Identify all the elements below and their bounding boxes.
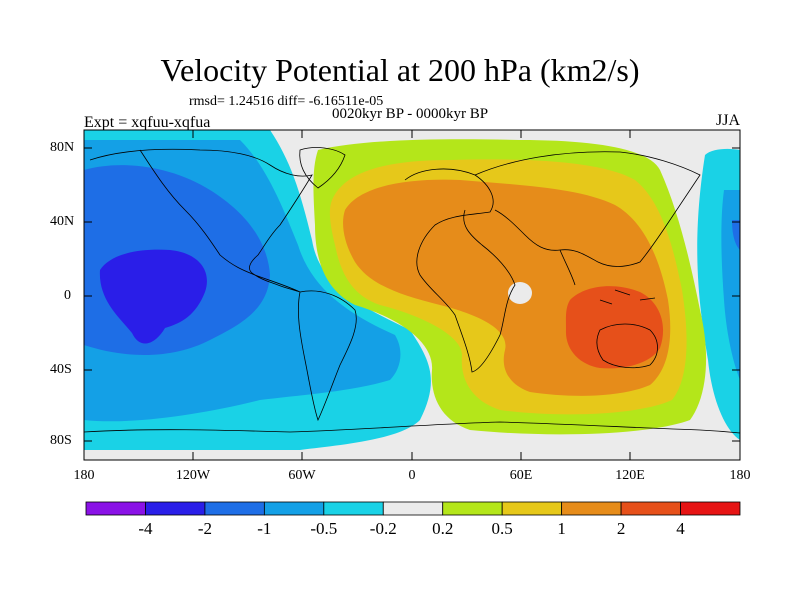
period-label: 0020kyr BP - 0000kyr BP — [331, 106, 489, 122]
colorbar-swatch-9 — [620, 501, 681, 516]
season-label: JJA — [716, 112, 741, 129]
colorbar-swatch-10 — [680, 501, 741, 516]
contour-hole — [508, 282, 532, 304]
contour-pos-2 — [565, 286, 664, 369]
colorbar-label: 2 — [616, 519, 626, 538]
colorbar-swatch-0 — [85, 501, 146, 516]
lat-label-0: 0 — [64, 288, 71, 303]
colorbar-swatch-7 — [501, 501, 563, 516]
colorbar-swatch-1 — [145, 501, 206, 516]
lat-label-40S: 40S — [50, 362, 72, 377]
colorbar-label: 4 — [676, 519, 685, 538]
map-title: Velocity Potential at 200 hPa (km2/s) — [160, 52, 640, 88]
colorbar-swatch-8 — [561, 501, 622, 516]
lon-label-60E: 60E — [509, 468, 533, 483]
lon-label-120W: 120W — [175, 468, 211, 483]
contour-east-neg-1 — [732, 220, 740, 250]
lon-label-120E: 120E — [615, 468, 645, 483]
colorbar-label: 0.5 — [491, 519, 513, 538]
lon-label-60W: 60W — [288, 468, 316, 483]
lat-label-80N: 80N — [50, 140, 75, 155]
colorbar-label: 1 — [557, 519, 566, 538]
colorbar-label: -2 — [197, 519, 212, 538]
lat-label-80S: 80S — [50, 433, 72, 448]
lon-label-180w: 180 — [73, 468, 95, 483]
colorbar-swatch-3 — [263, 501, 325, 516]
colorbar-label: -4 — [138, 519, 153, 538]
colorbar-label: -1 — [257, 519, 272, 538]
contour-neg-2 — [99, 249, 207, 344]
colorbar-swatch-4 — [323, 501, 384, 516]
colorbar-label: -0.2 — [369, 519, 397, 538]
contour-field — [84, 130, 740, 460]
lon-label-180e: 180 — [729, 468, 751, 483]
colorbar-label: 0.2 — [432, 519, 454, 538]
coastlines — [84, 147, 740, 434]
colorbar-swatch-2 — [204, 501, 265, 516]
experiment-label: Expt = xqfuu-xqfua — [84, 114, 211, 131]
colorbar — [85, 501, 741, 516]
lat-label-40N: 40N — [50, 214, 75, 229]
tick-marks — [84, 130, 740, 460]
lon-label-0: 0 — [408, 468, 416, 483]
colorbar-swatch-6 — [442, 501, 503, 516]
colorbar-swatch-5 — [382, 501, 444, 516]
colorbar-label: -0.5 — [310, 519, 338, 538]
stats-line: rmsd= 1.24516 diff= -6.16511e-05 — [189, 94, 384, 109]
